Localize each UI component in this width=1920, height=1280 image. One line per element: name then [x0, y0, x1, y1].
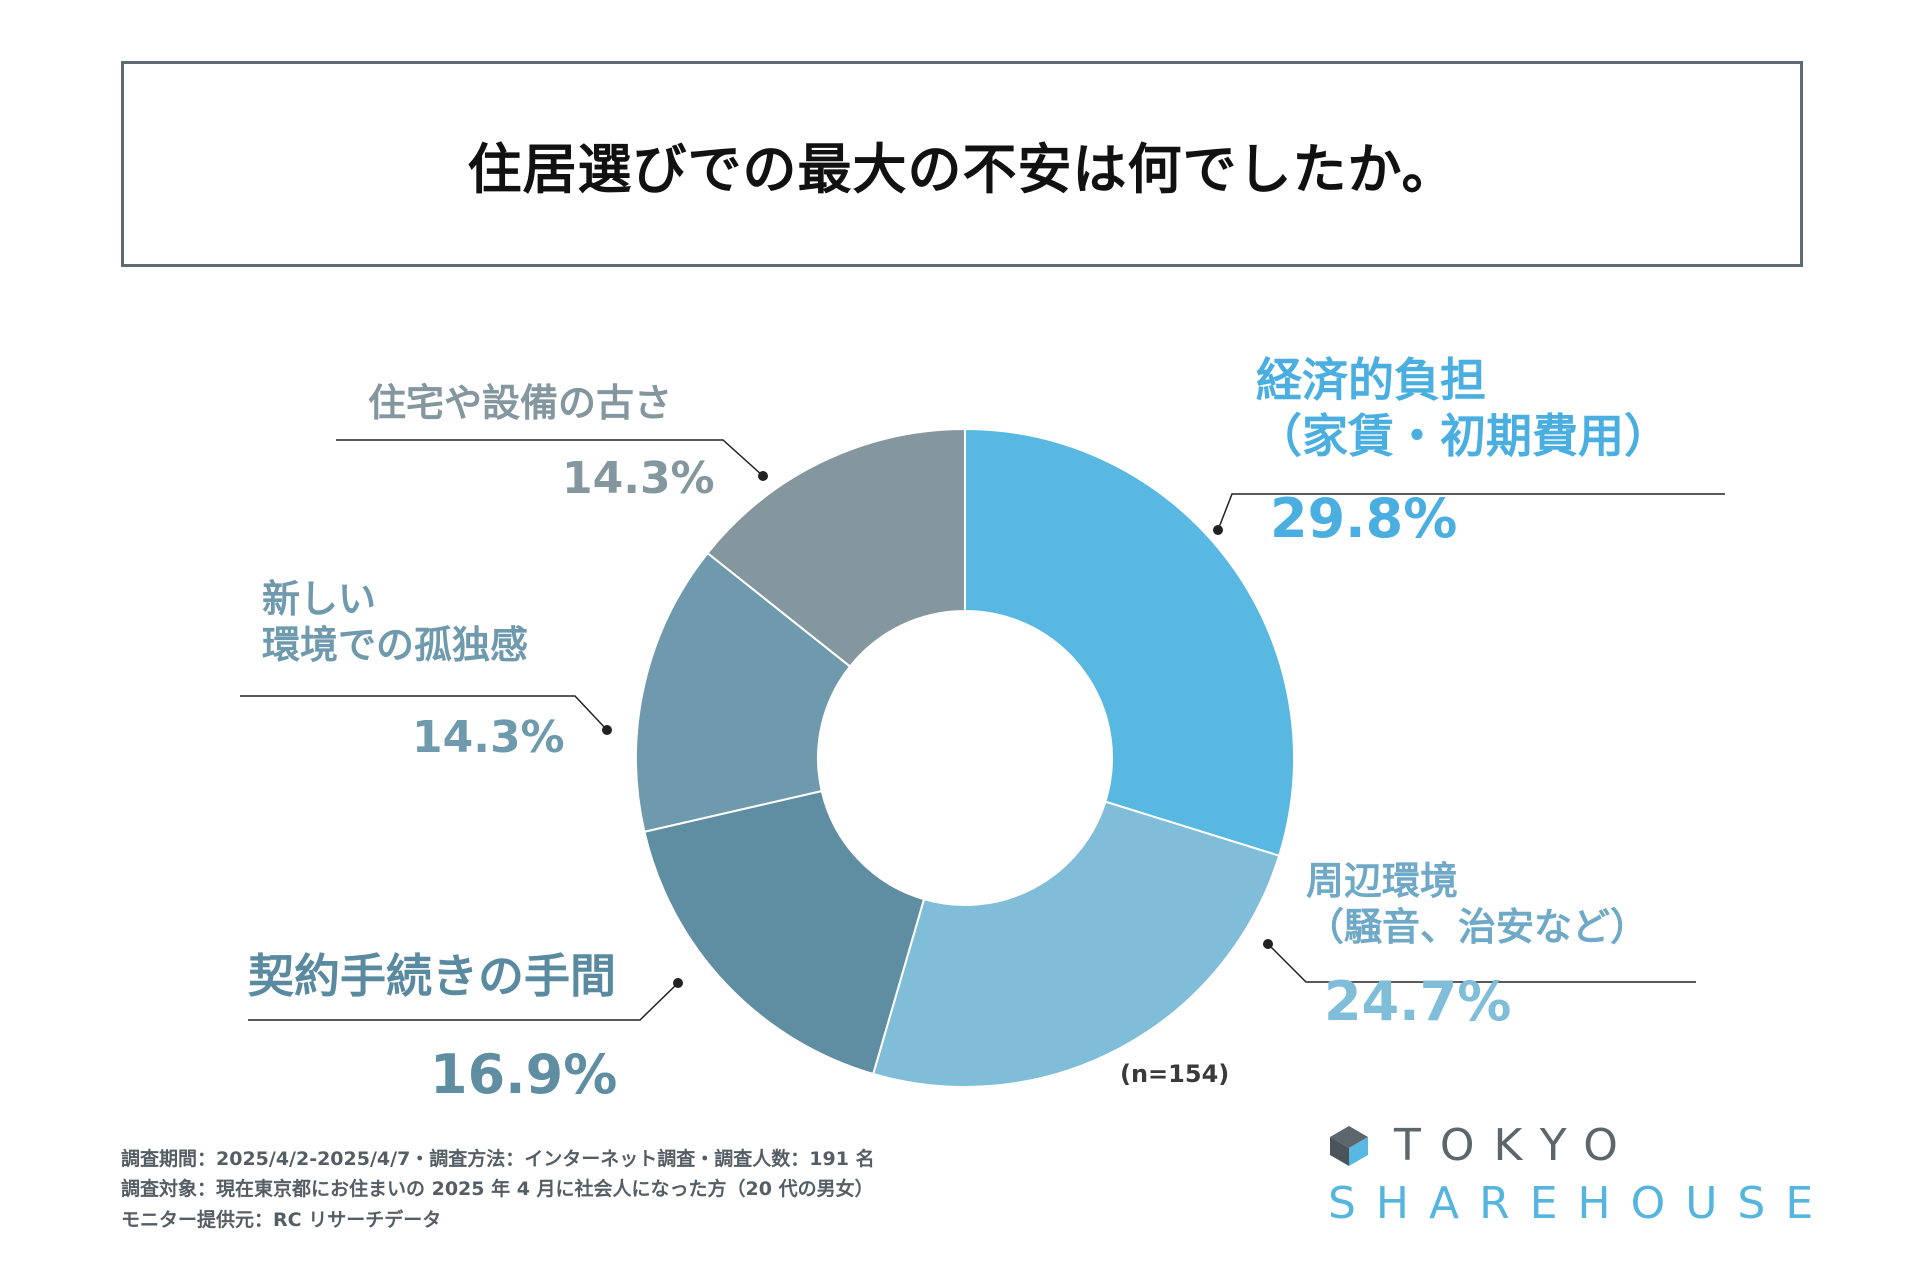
donut-slice-economic-burden — [964, 427, 1295, 857]
donut-slice-surroundings — [871, 800, 1281, 1088]
tokyo-sharehouse-logo: TOKYO SHAREHOUSE — [1328, 1120, 1813, 1230]
sample-size-label: (n=154) — [1120, 1060, 1230, 1088]
page-title: 住居選びでの最大の不安は何でしたか。 — [467, 137, 1457, 201]
leader-contract-procedure — [248, 982, 679, 1021]
slice-value: 16.9% — [430, 1043, 618, 1107]
slice-category: 経済的負担 — [1256, 353, 1486, 407]
leader-old-housing — [336, 439, 764, 477]
slice-category: （家賃・初期費用） — [1256, 409, 1670, 464]
donut-slice-old-housing — [706, 427, 966, 668]
slice-value: 14.3% — [562, 453, 715, 505]
logo-text-sharehouse: SHAREHOUSE — [1328, 1178, 1834, 1229]
survey-footnote: 調査期間：2025/4/2-2025/4/7・調査方法：インターネット調査・調査… — [121, 1144, 875, 1235]
logo-text-tokyo: TOKYO — [1394, 1120, 1637, 1171]
slice-category: 環境での孤独感 — [262, 623, 529, 668]
leader-loneliness — [240, 695, 608, 731]
leader-economic-burden-dot — [1213, 525, 1223, 535]
donut-slice-loneliness — [635, 551, 852, 833]
footnote-line: 調査対象：現在東京都にお住まいの 2025 年 4 月に社会人になった方（20 … — [121, 1178, 874, 1201]
leader-loneliness-dot — [602, 725, 612, 735]
footnote-line: モニター提供元：RC リサーチデータ — [121, 1208, 442, 1231]
title-box: 住居選びでの最大の不安は何でしたか。 — [121, 61, 1803, 267]
leader-surroundings-dot — [1263, 939, 1273, 949]
slice-label-loneliness: 新しい 環境での孤独感 14.3% — [262, 576, 565, 764]
slice-label-economic-burden: 経済的負担 （家賃・初期費用） 29.8% — [1256, 352, 1670, 552]
donut-slice-contract-procedure — [643, 789, 926, 1076]
slice-category: 新しい — [262, 577, 377, 621]
slice-value: 14.3% — [412, 711, 565, 763]
leader-contract-procedure-dot — [673, 978, 683, 988]
slice-value: 29.8% — [1270, 487, 1458, 551]
slice-label-surroundings: 周辺環境 （騒音、治安など） 24.7% — [1306, 858, 1648, 1035]
leader-economic-burden — [1217, 493, 1725, 531]
slice-label-contract-procedure: 契約手続きの手間 16.9% — [248, 948, 617, 1108]
slice-value: 24.7% — [1324, 969, 1512, 1033]
slice-category: 住宅や設備の古さ — [368, 381, 673, 425]
slice-label-old-housing: 住宅や設備の古さ 14.3% — [368, 380, 715, 506]
slice-category: （騒音、治安など） — [1306, 905, 1649, 950]
slice-category: 契約手続きの手間 — [248, 949, 616, 1003]
leader-surroundings — [1267, 943, 1696, 983]
house-logo-icon — [1330, 1126, 1368, 1166]
footnote-line: 調査期間：2025/4/2-2025/4/7・調査方法：インターネット調査・調査… — [121, 1148, 875, 1170]
leader-old-housing-dot — [758, 471, 768, 481]
slice-category: 周辺環境 — [1306, 859, 1459, 903]
